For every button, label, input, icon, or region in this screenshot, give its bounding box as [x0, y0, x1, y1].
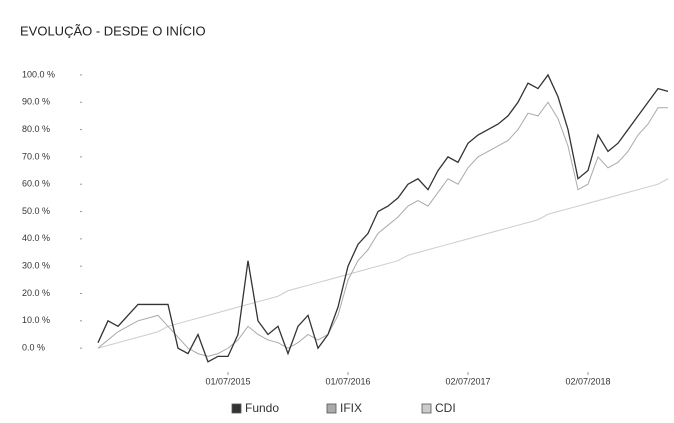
- y-tick-label: 30.0 %: [22, 261, 50, 271]
- x-tick-label: 02/07/2017: [445, 376, 490, 386]
- chart-title: EVOLUÇÃO - DESDE O INÍCIO: [20, 23, 206, 38]
- series-line: [97, 178, 669, 349]
- y-tick-label: 40.0 %: [22, 233, 50, 243]
- y-tick-label: 0.0 %: [22, 343, 45, 353]
- y-tick-label: 90.0 %: [22, 97, 50, 107]
- y-tick-label: 70.0 %: [22, 151, 50, 161]
- y-tick-label: 20.0 %: [22, 288, 50, 298]
- x-tick-label: 02/07/2018: [565, 376, 610, 386]
- legend-marker: [421, 403, 432, 414]
- y-tick-label: 60.0 %: [22, 179, 50, 189]
- legend-label: Fundo: [245, 401, 279, 415]
- y-tick-label: 80.0 %: [22, 124, 50, 134]
- x-tick-label: 01/07/2016: [325, 376, 370, 386]
- legend-marker: [231, 403, 242, 414]
- y-tick-label: 100.0 %: [22, 69, 55, 79]
- y-tick-label: 10.0 %: [22, 315, 50, 325]
- legend-marker: [326, 403, 337, 414]
- legend-label: IFIX: [340, 401, 362, 415]
- series-line: [97, 73, 669, 363]
- y-tick-label: 50.0 %: [22, 206, 50, 216]
- legend-label: CDI: [435, 401, 456, 415]
- series-line: [97, 101, 668, 357]
- x-tick-label: 01/07/2015: [205, 376, 250, 386]
